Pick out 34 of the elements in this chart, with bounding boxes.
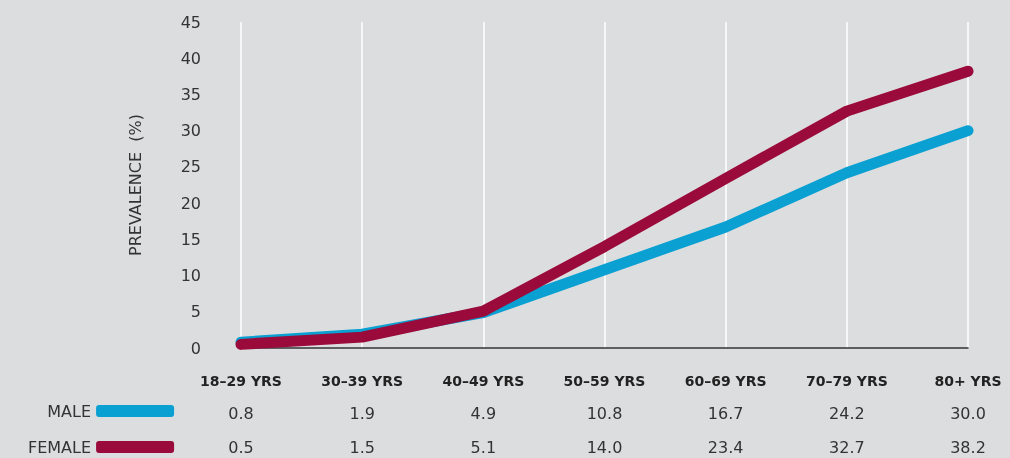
y-tick-label: 35 [180,84,201,104]
data-label: 4.9 [470,403,497,423]
data-label: 10.8 [586,403,623,423]
legend-label: FEMALE [27,437,92,457]
y-tick-label: 30 [180,121,201,141]
legend-label: MALE [47,401,92,421]
x-tick-label: 40–49 YRS [442,373,525,389]
data-label: 1.5 [349,437,375,457]
data-label: 1.9 [349,403,375,423]
x-tick-label: 50–59 YRS [563,373,646,389]
data-label: 30.0 [950,403,986,423]
y-tick-label: 5 [190,302,201,322]
y-tick-label: 10 [180,266,201,286]
data-label: 24.2 [829,403,865,423]
y-tick-label: 0 [190,338,201,358]
y-tick-label: 25 [180,157,201,177]
x-tick-label: 80+ YRS [934,373,1002,389]
data-label: 0.8 [228,403,254,423]
x-tick-label: 70–79 YRS [805,373,888,389]
y-tick-label: 15 [180,229,201,249]
y-tick-label: 45 [180,12,201,32]
x-tick-label: 60–69 YRS [684,373,767,389]
data-label: 38.2 [950,437,986,457]
x-tick-label: 18–29 YRS [200,373,282,389]
data-label: 14.0 [586,437,623,457]
x-tick-label: 30–39 YRS [321,373,404,389]
data-label: 5.1 [470,437,497,457]
data-label: 23.4 [707,437,744,457]
data-label: 0.5 [228,437,254,457]
y-axis-title: PREVALENCE (%) [125,114,145,256]
y-tick-label: 40 [180,48,201,68]
data-label: 32.7 [829,437,865,457]
y-tick-label: 20 [180,193,201,213]
data-label: 16.7 [707,403,744,423]
